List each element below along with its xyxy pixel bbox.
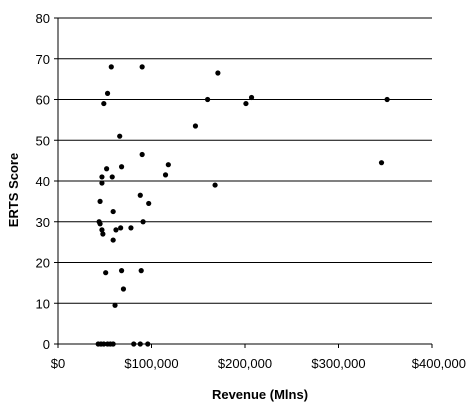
data-point bbox=[118, 164, 125, 170]
data-point bbox=[109, 174, 115, 180]
x-tick-label: $100,000 bbox=[124, 356, 178, 371]
x-tick-label: $400,000 bbox=[412, 356, 466, 371]
data-point bbox=[104, 166, 110, 172]
data-point bbox=[138, 268, 144, 274]
data-point bbox=[212, 182, 218, 188]
data-point bbox=[140, 219, 146, 225]
data-point bbox=[101, 100, 107, 107]
data-point bbox=[205, 96, 211, 103]
x-tick-label: $0 bbox=[51, 356, 65, 371]
data-point bbox=[192, 123, 199, 129]
data-point bbox=[120, 286, 127, 292]
data-point bbox=[97, 221, 103, 227]
data-point bbox=[110, 208, 116, 215]
data-point bbox=[139, 64, 145, 70]
y-tick-label: 80 bbox=[36, 11, 50, 26]
gridlines bbox=[58, 17, 432, 304]
data-point bbox=[139, 151, 145, 158]
data-point bbox=[137, 192, 143, 198]
data-point bbox=[108, 64, 114, 70]
data-point bbox=[146, 200, 152, 207]
data-point bbox=[118, 268, 125, 274]
data-point bbox=[162, 172, 169, 178]
data-point bbox=[110, 341, 116, 347]
data-point bbox=[117, 133, 123, 139]
data-point bbox=[99, 174, 105, 180]
data-point bbox=[99, 180, 105, 186]
data-point bbox=[112, 302, 118, 308]
data-point bbox=[145, 341, 151, 347]
x-axis-title: Revenue (Mlns) bbox=[212, 387, 308, 402]
y-tick-label: 20 bbox=[36, 256, 50, 271]
data-points bbox=[95, 64, 390, 347]
y-axis-title: ERTS Score bbox=[6, 153, 21, 227]
data-point bbox=[118, 225, 124, 231]
y-tick-label: 40 bbox=[36, 174, 50, 189]
data-point bbox=[104, 90, 111, 96]
data-point bbox=[101, 341, 107, 347]
x-tick-label: $200,000 bbox=[218, 356, 272, 371]
y-tick-label: 0 bbox=[43, 337, 50, 352]
data-point bbox=[103, 270, 109, 276]
data-point bbox=[137, 341, 143, 347]
y-tick-label: 60 bbox=[36, 93, 50, 108]
y-tick-label: 50 bbox=[36, 133, 50, 148]
y-tick-label: 10 bbox=[36, 296, 50, 311]
data-point bbox=[113, 227, 119, 233]
data-point bbox=[100, 231, 106, 237]
data-point bbox=[99, 227, 105, 233]
y-tick-label: 30 bbox=[36, 215, 50, 230]
x-tick-label: $300,000 bbox=[311, 356, 365, 371]
data-point bbox=[248, 94, 255, 101]
data-point bbox=[215, 70, 221, 76]
y-tick-label: 70 bbox=[36, 52, 50, 67]
data-point bbox=[165, 162, 171, 168]
data-point bbox=[97, 198, 103, 204]
axis-ticks: 0 10 20 30 40 50 60 70 80 $0 $100,000 $200,000 $300,… bbox=[36, 11, 466, 371]
data-point bbox=[378, 160, 385, 166]
data-point bbox=[243, 100, 249, 107]
data-point bbox=[131, 341, 137, 347]
data-point bbox=[128, 225, 134, 231]
data-point bbox=[110, 237, 116, 243]
data-point bbox=[384, 96, 390, 103]
